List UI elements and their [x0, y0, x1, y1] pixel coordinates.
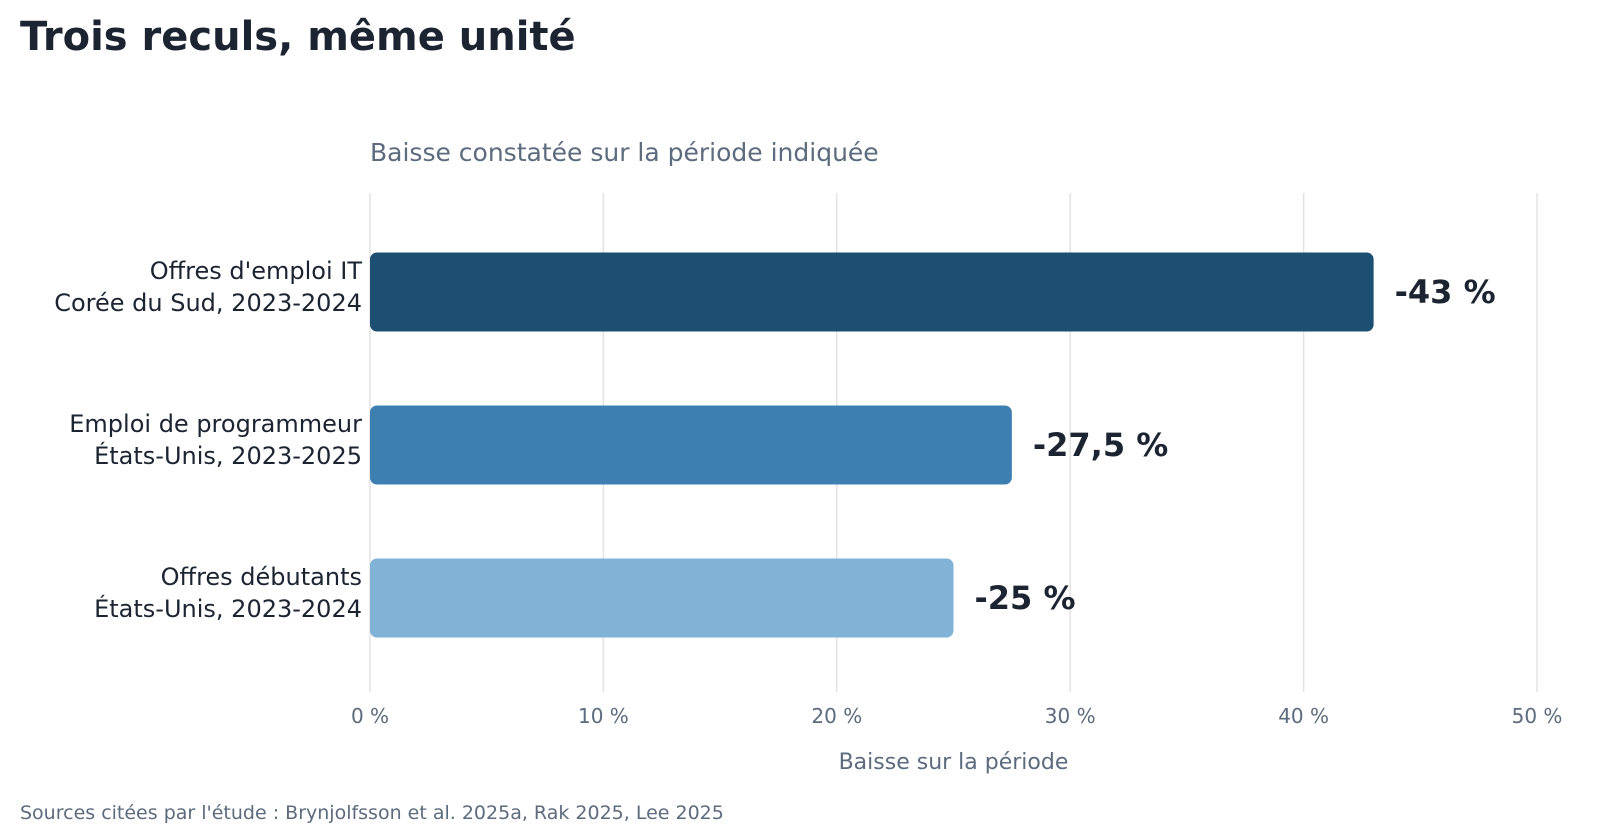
x-axis-label: Baisse sur la période: [839, 750, 1069, 775]
category-label: Offres d'emploi IT Corée du Sud, 2023-202…: [54, 257, 362, 317]
x-tick-label: 40 %: [1278, 704, 1329, 728]
bars: [370, 252, 1374, 638]
category-label: Emploi de programmeur États-Unis, 2023-20…: [69, 410, 362, 470]
chart-subtitle: Baisse constatée sur la période indiquée: [370, 138, 879, 167]
bar-value-label: -27,5 %: [1033, 426, 1168, 464]
category-labels: Offres d'emploi IT Corée du Sud, 2023-202…: [54, 257, 362, 623]
bar: [370, 405, 1012, 485]
chart-title: Trois reculs, même unité: [20, 14, 576, 60]
x-tick-label: 20 %: [811, 704, 862, 728]
bar: [370, 252, 1374, 332]
bar: [370, 558, 954, 638]
x-axis-ticks: 0 % 10 % 20 % 30 % 40 % 50 %: [351, 704, 1562, 728]
category-label: Offres débutants États-Unis, 2023-2024: [94, 563, 362, 623]
x-tick-label: 50 %: [1512, 704, 1563, 728]
bar-value-label: -43 %: [1395, 273, 1496, 311]
x-tick-label: 30 %: [1045, 704, 1096, 728]
x-tick-label: 0 %: [351, 704, 389, 728]
x-tick-label: 10 %: [578, 704, 629, 728]
source-note: Sources citées par l'étude : Brynjolfsso…: [20, 802, 724, 824]
bar-value-label: -25 %: [975, 579, 1076, 617]
value-labels: -43 % -27,5 % -25 %: [975, 273, 1496, 617]
